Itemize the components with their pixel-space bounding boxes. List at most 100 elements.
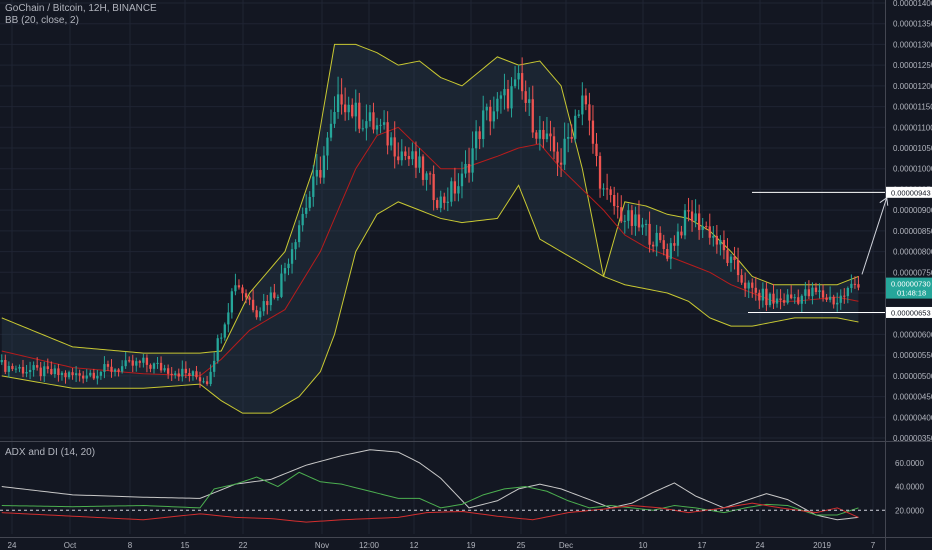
horizontal-lines[interactable] (748, 191, 885, 313)
price-tick-label[interactable]: 0.00000500 (893, 372, 932, 381)
candle-body (159, 362, 163, 371)
adx-tick-label[interactable]: 20.0000 (895, 506, 924, 515)
candle-body (651, 244, 655, 247)
arrow-shaft[interactable] (861, 197, 888, 275)
price-tick-label[interactable]: 0.00000900 (893, 206, 932, 215)
candle-body (563, 138, 566, 165)
symbol-legend[interactable]: GoChain / Bitcoin, 12H, BINANCE (5, 3, 157, 14)
time-tick-label[interactable]: 8 (128, 541, 133, 550)
candle-body (390, 137, 393, 146)
candle-body (620, 207, 623, 222)
time-tick-label[interactable]: 24 (8, 541, 17, 550)
adx-legend[interactable]: ADX and DI (14, 20) (5, 447, 96, 458)
candle-body (400, 151, 403, 161)
time-tick-label[interactable]: 7 (871, 541, 876, 550)
time-tick-label[interactable]: 24 (756, 541, 765, 550)
price-tick-label[interactable]: 0.00001300 (893, 40, 932, 49)
price-tick-label[interactable]: 0.00001250 (893, 61, 932, 70)
time-tick-label[interactable]: Dec (559, 541, 573, 550)
candle-body (690, 211, 694, 222)
target-price-tag: 0.00000943 (891, 188, 931, 197)
candle-body (570, 137, 573, 139)
price-tick-label[interactable]: 0.00000450 (893, 393, 932, 402)
price-tick-label[interactable]: 0.00001400 (893, 0, 932, 8)
candle-body (428, 173, 432, 175)
price-tick-label[interactable]: 0.00000350 (893, 434, 932, 443)
candle-body (528, 99, 531, 103)
candle-body (358, 102, 361, 129)
price-tick-label[interactable]: 0.00001200 (893, 82, 932, 91)
candle-body (184, 368, 188, 374)
candle-body (471, 148, 474, 173)
time-tick-label[interactable]: 12:00 (359, 541, 380, 550)
time-tick-label[interactable]: 25 (517, 541, 526, 550)
candle-body (11, 365, 14, 369)
candle-body (659, 232, 662, 241)
price-tick-label[interactable]: 0.00001350 (893, 20, 932, 29)
candle-body (138, 361, 141, 363)
candle-body (744, 282, 747, 289)
candle-body (591, 120, 595, 144)
candle-body (290, 249, 294, 264)
adx-pane (0, 449, 885, 523)
candle-body (21, 366, 25, 374)
candle-body (513, 79, 517, 87)
candle-body (156, 362, 159, 364)
candle-body (7, 365, 11, 372)
time-tick-label[interactable]: 17 (698, 541, 707, 550)
bb-legend[interactable]: BB (20, close, 2) (5, 15, 79, 26)
candle-body (322, 155, 326, 178)
price-tick-label[interactable]: 0.00001050 (893, 144, 932, 153)
time-tick-label[interactable]: 19 (467, 541, 476, 550)
candle-body (446, 201, 449, 203)
candle-body (411, 151, 414, 160)
adx-tick-label[interactable]: 60.0000 (895, 459, 924, 468)
candle-body (542, 129, 545, 140)
candle-body (43, 366, 46, 377)
candle-body (747, 282, 750, 289)
candle-body (404, 151, 407, 157)
candle-body (482, 110, 485, 140)
candle-body (120, 366, 124, 372)
candle-body (312, 176, 315, 197)
candle-body (128, 360, 131, 362)
time-axis[interactable]: 24 Oct 8 15 22 Nov 12:00 12 19 25 Dec 10 17 24 2019 7 (8, 541, 876, 550)
time-tick-label[interactable]: 12 (410, 541, 419, 550)
candle-body (333, 112, 336, 124)
candle-body (836, 302, 839, 305)
time-tick-label[interactable]: Nov (315, 541, 329, 550)
adx-axis[interactable]: 60.0000 40.0000 20.0000 (895, 459, 924, 515)
candle-body (287, 263, 290, 269)
price-tick-label[interactable]: 0.00000400 (893, 413, 932, 422)
adx-line (1, 449, 859, 521)
candle-body (648, 223, 651, 245)
adx-tick-label[interactable]: 40.0000 (895, 483, 924, 492)
time-tick-label[interactable]: 15 (181, 541, 190, 550)
candle-body (705, 226, 708, 228)
candle-body (301, 213, 304, 226)
price-tick-label[interactable]: 0.00001000 (893, 165, 932, 174)
price-tick-label[interactable]: 0.00000800 (893, 248, 932, 257)
candle-body (297, 225, 301, 243)
price-tick-label[interactable]: 0.00000750 (893, 268, 932, 277)
candle-body (439, 196, 442, 208)
price-tick-label[interactable]: 0.00000600 (893, 330, 932, 339)
candle-body (538, 129, 542, 139)
candle-body (113, 369, 117, 372)
time-tick-label[interactable]: 22 (239, 541, 248, 550)
candle-body (195, 371, 198, 378)
candle-body (276, 296, 280, 298)
time-tick-label[interactable]: Oct (64, 541, 77, 550)
candle-body (216, 338, 219, 361)
price-tick-label[interactable]: 0.00001100 (893, 123, 932, 132)
time-tick-label[interactable]: 10 (639, 541, 648, 550)
candle-body (450, 181, 453, 202)
price-tick-label[interactable]: 0.00001150 (893, 103, 932, 112)
price-tick-label[interactable]: 0.00000550 (893, 351, 932, 360)
price-tick-label[interactable]: 0.00000850 (893, 227, 932, 236)
time-tick-label[interactable]: 2019 (813, 541, 831, 550)
candle-body (117, 369, 120, 372)
candle-body (800, 295, 803, 304)
